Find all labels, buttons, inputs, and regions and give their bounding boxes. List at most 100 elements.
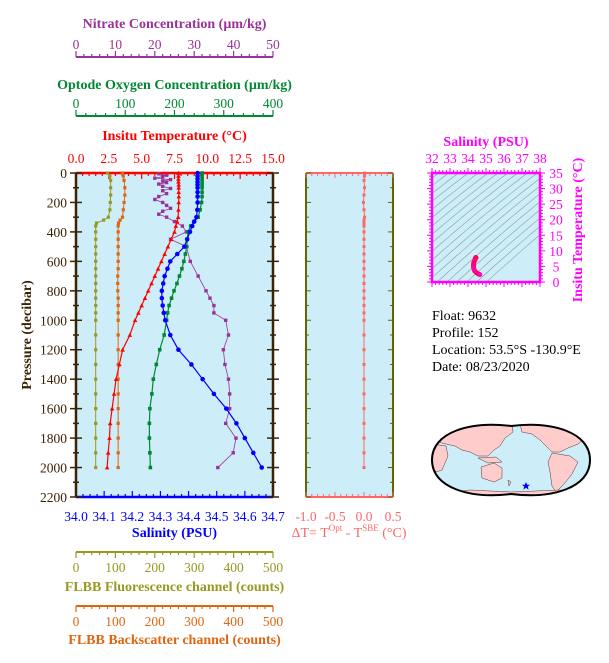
delta-t-point	[362, 221, 366, 225]
salinity-point	[195, 185, 200, 191]
density-contour	[436, 193, 540, 282]
data-layer	[94, 170, 483, 470]
delta-t-point	[362, 208, 366, 212]
oxygen-tick-label: 200	[164, 96, 185, 111]
fluorescence-point	[94, 281, 98, 286]
backscatter-tick-label: 100	[105, 614, 126, 629]
backscatter-point	[116, 224, 120, 228]
salinity-point	[251, 450, 256, 456]
oxygen-point	[200, 177, 204, 181]
oxygen-point	[147, 421, 152, 426]
salinity-point	[195, 200, 200, 205]
oxygen-point	[169, 296, 174, 300]
delta-t-point	[362, 230, 366, 234]
delta-t-point	[362, 252, 366, 256]
fluorescence-point	[94, 362, 98, 367]
temperature-tick-label: 2.5	[100, 151, 117, 166]
nitrate-point	[164, 173, 169, 177]
float-location-star-icon	[522, 482, 530, 490]
nitrate-point	[231, 451, 235, 455]
fluorescence-point	[94, 311, 98, 315]
density-contour	[476, 226, 540, 282]
nitrate-point	[234, 436, 238, 440]
backscatter-tick-label: 200	[145, 614, 166, 629]
delta-t-point	[362, 392, 366, 396]
pressure-tick-label: 1400	[40, 372, 67, 387]
nitrate-point	[224, 318, 228, 322]
oxygen-point	[185, 244, 189, 249]
temperature-point	[176, 173, 181, 178]
ts-temperature-tick-label: 25	[549, 197, 563, 212]
nitrate-point	[168, 206, 173, 211]
oxygen-tick-label: 0	[73, 96, 80, 111]
salinity-point	[175, 251, 180, 257]
fluorescence-point	[108, 174, 112, 178]
backscatter-point	[122, 200, 126, 205]
oxygen-axis-title: Optode Oxygen Concentration (µm/kg)	[57, 78, 292, 93]
temperature-point	[159, 259, 164, 264]
salinity-point	[189, 223, 195, 229]
nitrate-tick-label: 50	[266, 37, 280, 52]
backscatter-point	[116, 392, 120, 396]
salinity-point	[200, 376, 205, 382]
salinity-point	[195, 194, 200, 199]
backscatter-point	[118, 218, 122, 222]
salinity-point	[160, 281, 166, 286]
nitrate-point	[160, 209, 165, 213]
ts-temperature-tick-label: 10	[549, 244, 563, 259]
fluorescence-point	[94, 407, 98, 411]
oxygen-point	[177, 274, 182, 278]
pressure-tick-label: 600	[47, 254, 68, 269]
temperature-tick-label: 15.0	[261, 151, 285, 166]
temperature-point	[117, 362, 122, 367]
oxygen-point	[148, 451, 152, 455]
oxygen-point	[200, 180, 204, 184]
temperature-tick-label: 10.0	[196, 151, 220, 166]
nitrate-point	[153, 197, 157, 202]
salinity-point	[223, 406, 229, 411]
fluorescence-point	[94, 421, 98, 425]
delta-t-point	[362, 348, 366, 352]
temperature-point	[107, 435, 112, 440]
nitrate-tick-label: 20	[148, 37, 162, 52]
delta-t-point	[362, 304, 366, 308]
ts-temperature-tick-label: 20	[549, 213, 563, 228]
oxygen-point	[175, 281, 179, 286]
nitrate-point	[164, 180, 169, 185]
ts-salinity-axis-title: Salinity (PSU)	[443, 135, 529, 150]
density-contour	[446, 201, 540, 282]
salinity-tick-label: 34.2	[120, 509, 144, 524]
backscatter-point	[116, 311, 120, 315]
temperature-tick-label: 12.5	[228, 151, 252, 166]
ts-salinity-tick-label: 38	[533, 151, 547, 166]
salinity-point	[194, 207, 200, 213]
delta-t-point	[362, 245, 366, 249]
backscatter-point	[116, 245, 120, 249]
fluorescence-point	[105, 171, 110, 175]
fluorescence-line	[95, 172, 112, 468]
nitrate-point	[221, 348, 226, 352]
nitrate-point	[160, 184, 165, 188]
fluorescence-point	[108, 208, 112, 212]
density-contour	[432, 173, 479, 210]
delta-t-point	[362, 237, 366, 241]
delta-t-label-sup1: Opt	[329, 523, 343, 533]
delta-t-point	[362, 407, 366, 411]
salinity-point	[159, 288, 165, 294]
temperature-point	[176, 170, 181, 175]
world-map	[430, 423, 592, 497]
ts-salinity-tick-label: 34	[461, 151, 475, 166]
temperature-tick-label: 0.0	[68, 151, 85, 166]
delta-t-point	[362, 218, 366, 222]
map-land-australia	[480, 462, 503, 483]
temperature-point	[139, 303, 144, 308]
backscatter-point	[116, 421, 120, 425]
nitrate-tick-label: 0	[73, 37, 80, 52]
backscatter-point	[116, 407, 120, 411]
backscatter-point	[116, 296, 120, 300]
nitrate-point	[164, 191, 169, 196]
nitrate-point	[226, 333, 231, 337]
delta-t-tick-label: -1.0	[295, 509, 317, 524]
fluorescence-point	[94, 348, 98, 352]
oxygen-point	[162, 333, 166, 337]
